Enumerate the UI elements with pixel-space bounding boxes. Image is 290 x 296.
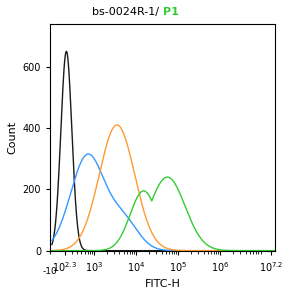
Text: bs-0024R-1/: bs-0024R-1/ [92, 7, 163, 17]
Text: P1: P1 [163, 7, 178, 17]
X-axis label: FITC-H: FITC-H [145, 279, 181, 289]
Text: -10: -10 [43, 267, 57, 276]
Y-axis label: Count: Count [7, 121, 17, 154]
